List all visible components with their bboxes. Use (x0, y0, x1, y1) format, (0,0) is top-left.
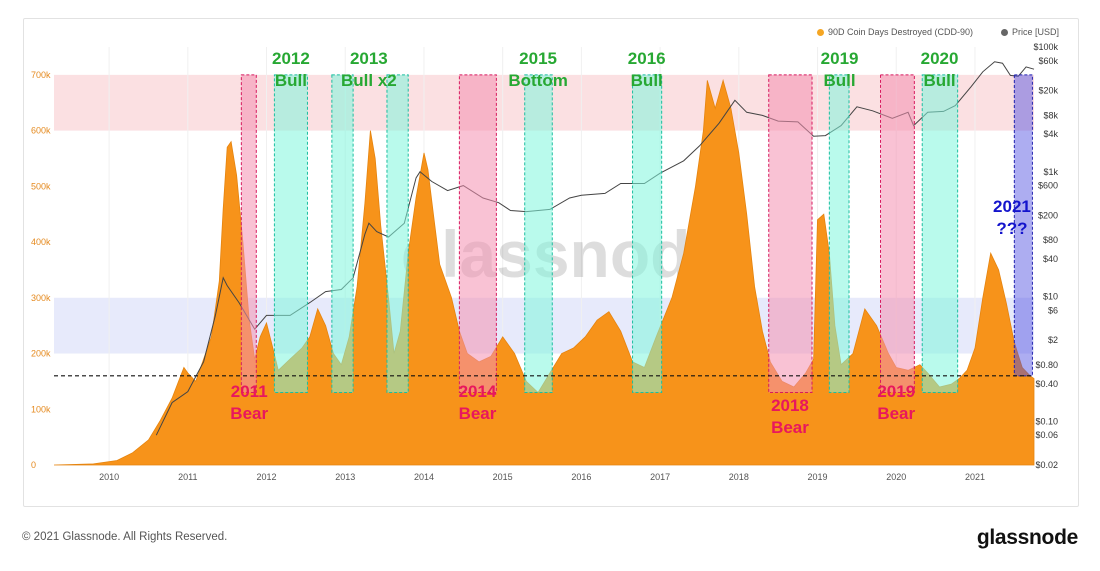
legend-cdd[interactable]: 90D Coin Days Destroyed (CDD-90) (817, 27, 973, 37)
annotation-text: 2021 (993, 197, 1031, 216)
y-right-tick-label: $0.02 (1035, 460, 1058, 470)
glassnode-logo[interactable]: glassnode (976, 526, 1078, 549)
band-bull-8 (828, 74, 850, 394)
annotation-text: Bear (230, 404, 268, 423)
annotation-text: 2015 (519, 49, 557, 68)
y-right-tick-label: $6 (1048, 305, 1058, 315)
annotation-text: 2012 (272, 49, 310, 68)
band-bull-3 (386, 74, 409, 394)
annotation-text: Bottom (508, 71, 567, 90)
annotation-text: 2011 (231, 382, 268, 401)
x-tick-label: 2011 (178, 472, 197, 482)
cdd-price-chart: glassnode 0 100k 200k 300k 400k 500k 600k 700k $1… (31, 42, 1058, 482)
y-right-tick-label: $40 (1043, 254, 1058, 264)
watermark: glassnode (401, 217, 727, 291)
x-tick-label: 2015 (493, 472, 513, 482)
y-left-tick-label: 500k (31, 181, 51, 191)
y-right-tick-label: $600 (1038, 181, 1058, 191)
band-bull-6 (632, 74, 663, 394)
annotation-bull-2020: 2020 Bull (921, 49, 959, 90)
x-tick-label: 2014 (414, 472, 434, 482)
legend-price-swatch (1001, 29, 1008, 36)
y-right-tick-label: $2 (1048, 335, 1058, 345)
annotation-text: 2018 (771, 396, 809, 415)
y-right-tick-label: $60k (1038, 56, 1058, 66)
annotation-text: Bull (923, 71, 955, 90)
x-tick-label: 2019 (808, 472, 828, 482)
y-left-tick-label: 300k (31, 293, 51, 303)
x-tick-label: 2021 (965, 472, 985, 482)
annotation-bull-2016: 2016 Bull (628, 49, 666, 90)
y-right-tick-label: $20k (1038, 86, 1058, 96)
y-right-tick-label: $1k (1043, 167, 1058, 177)
copyright-text: © 2021 Glassnode. All Rights Reserved. (22, 531, 228, 543)
band-bull-10 (921, 74, 959, 394)
annotation-text: 2016 (628, 49, 666, 68)
annotation-bull-2012: 2012 Bull (272, 49, 310, 90)
annotation-text: Bull (275, 71, 307, 90)
annotation-text: 2019 (821, 49, 859, 68)
y-left-tick-label: 100k (31, 404, 51, 414)
band-bull-1 (273, 74, 308, 394)
y-right-tick-label: $4k (1043, 129, 1058, 139)
annotation-future-2021: 2021??? (993, 197, 1031, 238)
x-tick-label: 2017 (650, 472, 670, 482)
y-right-tick-label: $0.10 (1035, 416, 1058, 426)
y-left-tick-label: 0 (31, 460, 36, 470)
band-bear-0 (240, 74, 257, 394)
annotation-bear-2014: 2014 Bear (459, 382, 497, 423)
annotation-text: Bear (877, 404, 915, 423)
annotation-bear-2019: 2019 Bear (877, 382, 915, 423)
y-right-tick-label: $10 (1043, 292, 1058, 302)
legend-cdd-swatch (817, 29, 824, 36)
annotation-bull-2019: 2019 Bull (821, 49, 859, 90)
y-left-tick-label: 600k (31, 126, 51, 136)
annotation-text: Bull (824, 71, 856, 90)
x-tick-label: 2013 (335, 472, 355, 482)
x-tick-label: 2020 (886, 472, 906, 482)
annotation-text: ??? (996, 219, 1027, 238)
band-bull-2 (331, 74, 354, 394)
chart-panel: glassnode 0 100k 200k 300k 400k 500k 600k 700k $1… (23, 18, 1079, 507)
annotation-text: Bear (459, 404, 497, 423)
legend-cdd-label: 90D Coin Days Destroyed (CDD-90) (828, 27, 974, 37)
annotation-text: Bull x2 (341, 71, 397, 90)
annotation-bull-2013: 2013 Bull x2 (341, 49, 397, 90)
band-future-11 (1013, 74, 1033, 377)
y-left-tick-label: 400k (31, 237, 51, 247)
band-bear-9 (880, 74, 915, 394)
x-tick-label: 2016 (571, 472, 591, 482)
y-right-tick-label: $0.40 (1035, 379, 1058, 389)
band-bear-7 (768, 74, 813, 394)
x-tick-label: 2010 (99, 472, 119, 482)
y-left-tick-label: 200k (31, 349, 51, 359)
annotation-bear-2011: 2011 Bear (230, 382, 268, 423)
annotation-text: 2014 (459, 382, 497, 401)
y-left-tick-label: 700k (31, 70, 51, 80)
y-right-tick-label: $8k (1043, 110, 1058, 120)
annotation-text: 2020 (921, 49, 959, 68)
band-bull-5 (524, 74, 553, 394)
annotation-bull-2015: 2015 Bottom (508, 49, 567, 90)
annotation-text: 2013 (350, 49, 388, 68)
y-right-tick-label: $0.06 (1035, 430, 1058, 440)
legend-price-label: Price [USD] (1012, 27, 1060, 37)
y-right-tick-label: $200 (1038, 210, 1058, 220)
legend-price[interactable]: Price [USD] (1001, 27, 1059, 37)
y-right-tick-label: $0.80 (1035, 360, 1058, 370)
x-tick-label: 2018 (729, 472, 749, 482)
y-right-tick-label: $80 (1043, 235, 1058, 245)
band-bear-4 (458, 74, 497, 394)
annotation-bear-2018: 2018 Bear (771, 396, 809, 437)
annotation-text: 2019 (877, 382, 915, 401)
x-tick-label: 2012 (257, 472, 277, 482)
y-right-tick-label: $100k (1033, 42, 1058, 52)
annotation-text: Bull (631, 71, 663, 90)
annotation-text: Bear (771, 418, 809, 437)
